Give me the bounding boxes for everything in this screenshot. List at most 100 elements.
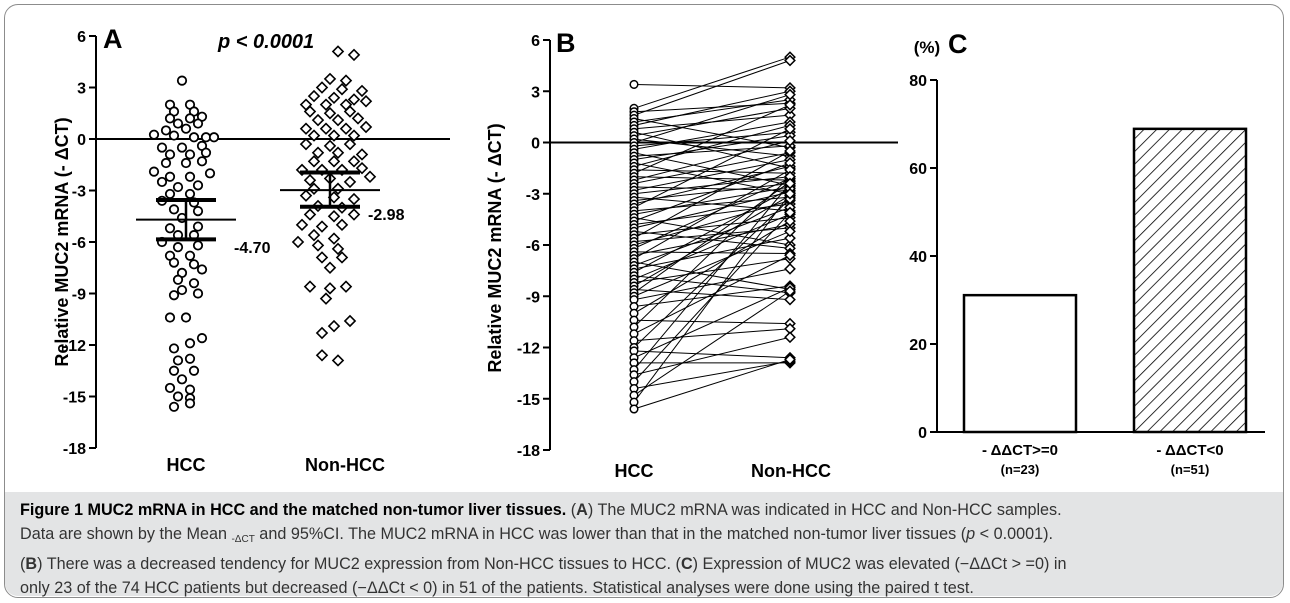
hcc-data-point bbox=[164, 149, 176, 160]
paired-line bbox=[633, 198, 791, 348]
paired-line bbox=[633, 290, 791, 396]
caption-panel-ref: C bbox=[680, 555, 693, 573]
paired-line bbox=[633, 196, 791, 212]
non-hcc-point bbox=[784, 122, 796, 135]
hcc-data-point bbox=[180, 123, 192, 134]
panel-b-x-label-non-hcc: Non-HCC bbox=[751, 461, 831, 481]
non-hcc-data-point bbox=[315, 251, 329, 264]
paired-line bbox=[633, 261, 791, 290]
non-hcc-data-point bbox=[343, 137, 357, 151]
paired-line bbox=[633, 358, 791, 410]
panel-b-y-axis: 6 3 0 -3 -6 -9 -12 -15 -18 bbox=[517, 33, 551, 460]
hcc-data-point bbox=[164, 312, 176, 323]
hcc-data-point bbox=[184, 384, 196, 395]
paired-line bbox=[633, 94, 791, 143]
panel-c-x-label-1: - ΔΔCT>=0 bbox=[982, 442, 1058, 459]
caption-subscript: -ΔCT bbox=[231, 534, 255, 545]
non-hcc-data-point bbox=[347, 192, 361, 206]
non-hcc-data-point bbox=[331, 182, 345, 196]
non-hcc-data-point bbox=[327, 91, 341, 105]
hcc-data-point bbox=[192, 221, 204, 232]
paired-line bbox=[633, 350, 791, 359]
non-hcc-data-point bbox=[335, 218, 349, 232]
caption-background bbox=[5, 492, 1283, 596]
y-tick-label: 3 bbox=[77, 81, 86, 98]
panel-a-non-hcc-mean-label: -2.98 bbox=[368, 207, 405, 224]
non-hcc-point bbox=[784, 263, 796, 275]
non-hcc-data-point bbox=[319, 98, 333, 111]
hcc-data-point bbox=[176, 142, 188, 153]
y-tick-label: 60 bbox=[909, 161, 927, 178]
non-hcc-data-point bbox=[363, 170, 377, 183]
y-tick-label: -15 bbox=[63, 390, 86, 407]
non-hcc-data-point bbox=[343, 175, 357, 189]
non-hcc-data-point bbox=[323, 261, 337, 274]
paired-line bbox=[633, 193, 791, 403]
paired-line bbox=[633, 268, 791, 301]
non-hcc-data-point bbox=[291, 235, 305, 249]
non-hcc-data-point bbox=[323, 282, 337, 295]
paired-line bbox=[633, 176, 791, 328]
non-hcc-point bbox=[784, 170, 796, 183]
non-hcc-point bbox=[784, 353, 796, 366]
hcc-point bbox=[629, 79, 639, 89]
paired-line bbox=[633, 251, 791, 255]
figure-frame bbox=[4, 4, 1284, 598]
hcc-data-point bbox=[192, 206, 204, 217]
panel-a-p-value: p < 0.0001 bbox=[217, 31, 314, 53]
caption-line-4: only 23 of the 74 HCC patients but decre… bbox=[20, 576, 1270, 600]
caption-text: and 95%CI. The MUC2 mRNA in HCC was lowe… bbox=[254, 525, 967, 543]
hcc-point bbox=[629, 404, 639, 414]
paired-line bbox=[633, 200, 791, 246]
non-hcc-data-point bbox=[323, 107, 337, 120]
y-tick-label: 0 bbox=[531, 136, 540, 153]
non-hcc-point bbox=[784, 99, 796, 111]
hcc-data-point bbox=[168, 343, 180, 354]
panel-c-y-axis: 80 60 40 20 0 bbox=[909, 73, 938, 442]
panel-a-mean-ci bbox=[136, 170, 380, 242]
y-tick-label: 20 bbox=[909, 337, 927, 354]
hcc-data-point bbox=[160, 157, 172, 169]
non-hcc-point bbox=[784, 145, 796, 157]
y-tick-label: -6 bbox=[72, 235, 86, 252]
non-hcc-point bbox=[784, 215, 796, 227]
hcc-data-point bbox=[192, 240, 204, 251]
hcc-data-point bbox=[172, 274, 184, 285]
caption-panel-ref: B bbox=[25, 555, 38, 573]
paired-line bbox=[633, 124, 791, 167]
hcc-data-point bbox=[196, 264, 208, 275]
paired-line bbox=[633, 104, 791, 174]
hcc-data-point bbox=[196, 333, 208, 344]
paired-line bbox=[633, 162, 791, 222]
paired-line bbox=[633, 183, 791, 371]
non-hcc-data-point bbox=[323, 139, 337, 153]
non-hcc-data-point bbox=[303, 105, 317, 118]
y-tick-label: -18 bbox=[517, 443, 540, 460]
paired-line bbox=[633, 206, 791, 266]
non-hcc-point bbox=[784, 293, 796, 306]
panel-a-y-axis: 6 3 0 -3 -6 -9 -12 -15 -18 bbox=[63, 29, 97, 458]
hcc-data-point bbox=[172, 118, 184, 129]
y-tick-label: -18 bbox=[63, 441, 86, 458]
non-hcc-data-point bbox=[303, 208, 317, 221]
hcc-data-point bbox=[188, 278, 200, 289]
paired-line bbox=[633, 254, 791, 335]
hcc-data-point bbox=[172, 355, 184, 366]
non-hcc-data-point bbox=[335, 82, 349, 96]
figure-caption: Figure 1 MUC2 mRNA in HCC and the matche… bbox=[20, 498, 1270, 600]
panel-c: (%) C 80 60 40 20 0 - ΔΔCT>=0 (n=23) - ΔΔCT<… bbox=[909, 29, 1265, 477]
panel-c-x-label-2: - ΔΔCT<0 bbox=[1156, 442, 1223, 459]
paired-line bbox=[633, 56, 791, 109]
non-hcc-data-point bbox=[343, 105, 357, 118]
hcc-data-point bbox=[164, 382, 176, 394]
non-hcc-data-point bbox=[311, 113, 325, 127]
hcc-data-point bbox=[184, 188, 196, 200]
caption-text: Data are shown by the Mean bbox=[20, 525, 232, 543]
hcc-data-point bbox=[196, 156, 208, 167]
hcc-data-point bbox=[180, 157, 192, 169]
panel-b-y-axis-title: Relative MUC2 mRNA (- ΔCT) bbox=[485, 123, 505, 372]
panel-a-hcc-mean-label: -4.70 bbox=[234, 240, 271, 257]
non-hcc-data-point bbox=[299, 122, 313, 135]
paired-line bbox=[633, 220, 791, 314]
